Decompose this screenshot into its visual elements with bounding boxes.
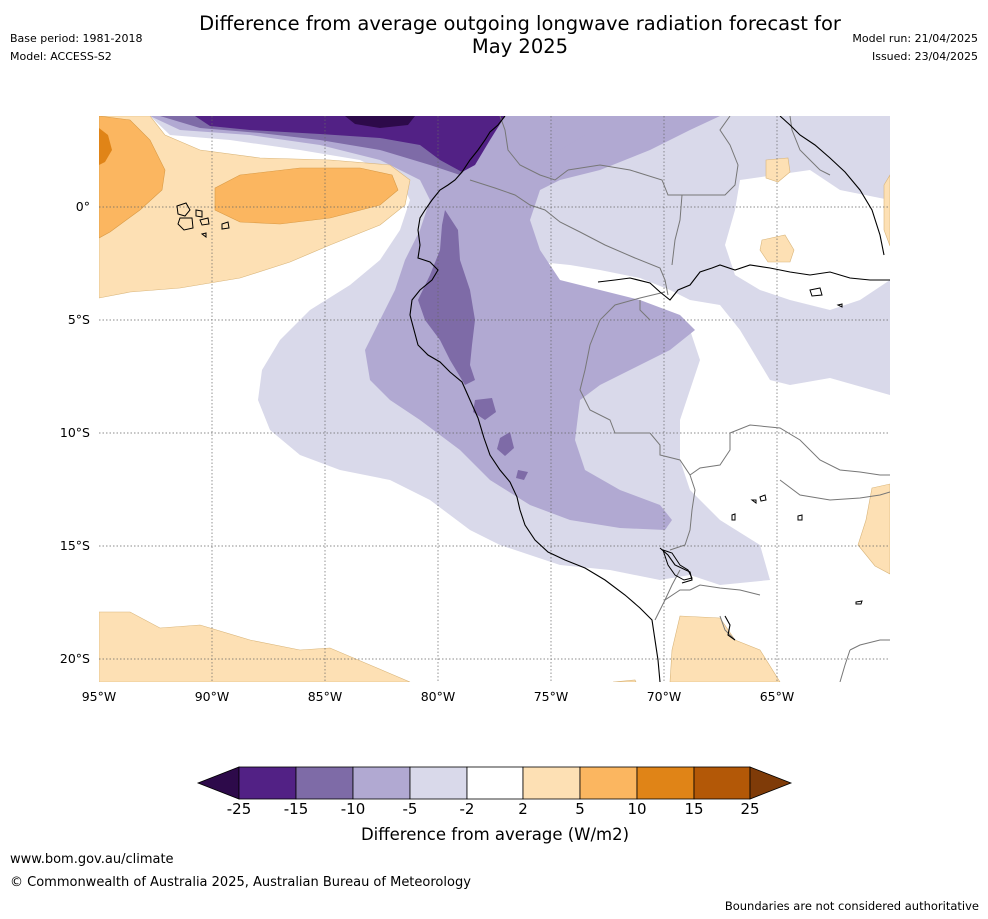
lat-label-15s: 15°S <box>59 538 90 553</box>
colorbar-label: Difference from average (W/m2) <box>360 825 630 844</box>
lon-label-85w: 85°W <box>307 689 343 704</box>
colorbar-tick: -15 <box>283 800 309 818</box>
colorbar-bin-1 <box>238 766 297 800</box>
galapagos-islands <box>176 202 230 238</box>
colorbar-bin-2 <box>295 766 354 800</box>
colorbar-tick: -10 <box>340 800 366 818</box>
colorbar-tick: 5 <box>575 800 585 818</box>
meta-left: Base period: 1981-2018 Model: ACCESS-S2 <box>10 32 142 68</box>
anomaly-region-dark-purple <box>195 116 505 172</box>
anomaly-region-orange <box>99 116 399 239</box>
colorbar-tick: -5 <box>402 800 418 818</box>
colorbar-bin-9 <box>693 766 751 800</box>
lon-label-80w: 80°W <box>420 689 456 704</box>
colorbar-bin-4 <box>409 766 468 800</box>
colorbar-tick: 10 <box>627 800 647 818</box>
colorbar-tick: 25 <box>740 800 760 818</box>
base-period: Base period: 1981-2018 <box>10 32 143 45</box>
colorbar-extend-low <box>196 766 240 800</box>
title-line-1: Difference from average outgoing longwav… <box>199 12 841 35</box>
gridlines <box>99 116 890 682</box>
anomaly-region-neutral-east <box>725 170 890 310</box>
coastlines <box>409 116 890 682</box>
colorbar-bin-8 <box>636 766 695 800</box>
anomaly-region-deep-purple <box>345 116 415 128</box>
lake-titicaca <box>662 549 693 581</box>
lon-label-90w: 90°W <box>194 689 230 704</box>
anomaly-region-dark-orange <box>99 128 112 165</box>
title-line-2: May 2025 <box>471 35 569 58</box>
lat-label-20s: 20°S <box>59 651 90 666</box>
country-borders <box>469 116 890 682</box>
lon-label-95w: 95°W <box>81 689 117 704</box>
issued-date: Issued: 23/04/2025 <box>871 50 978 63</box>
lon-label-75w: 75°W <box>533 689 569 704</box>
model-name: Model: ACCESS-S2 <box>10 50 112 63</box>
lat-label-10s: 10°S <box>59 425 90 440</box>
anomaly-region-light-orange <box>99 116 890 682</box>
lat-label-0: 0° <box>75 199 90 214</box>
footer-disclaimer: Boundaries are not considered authoritat… <box>724 899 979 913</box>
colorbar-bin-3 <box>352 766 411 800</box>
colorbar-tick: 15 <box>684 800 704 818</box>
colorbar-extend-high <box>749 766 793 800</box>
colorbar-bin-6 <box>522 766 581 800</box>
colorbar-tick: -25 <box>226 800 252 818</box>
lat-label-5s: 5°S <box>67 312 90 327</box>
lon-label-65w: 65°W <box>759 689 795 704</box>
colorbar-tick: 2 <box>518 800 528 818</box>
model-run: Model run: 21/04/2025 <box>852 32 978 45</box>
footer-copyright: © Commonwealth of Australia 2025, Austra… <box>10 875 471 890</box>
lon-label-70w: 70°W <box>646 689 682 704</box>
footer-url: www.bom.gov.au/climate <box>10 852 174 867</box>
meta-right: Model run: 21/04/2025 Issued: 23/04/2025 <box>852 32 978 68</box>
small-lakes <box>731 287 863 605</box>
colorbar-tick: -2 <box>459 800 475 818</box>
chart-title: Difference from average outgoing longwav… <box>150 12 890 58</box>
map-content <box>99 116 890 682</box>
colorbar-bin-5 <box>466 766 524 800</box>
colorbar-bin-7 <box>579 766 638 800</box>
